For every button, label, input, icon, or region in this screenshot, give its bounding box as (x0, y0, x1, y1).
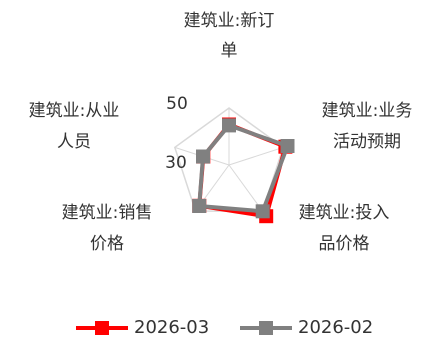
radial-ticks: 30 50 (165, 94, 188, 173)
category-label-line: 建筑业:新订 (184, 11, 275, 31)
axis-labels: 建筑业:新订单建筑业:业务活动预期建筑业:投入品价格建筑业:销售价格建筑业:从业… (29, 11, 413, 254)
category-label-line: 价格 (90, 234, 124, 254)
category-label-line: 建筑业:销售 (62, 203, 153, 223)
legend-label: 2026-02 (298, 317, 373, 338)
radar-spoke (228, 164, 263, 212)
category-label-line: 建筑业:投入 (299, 203, 390, 223)
category-label-line: 人员 (57, 132, 91, 152)
series-line (197, 122, 288, 219)
category-label-line: 建筑业:从业 (29, 101, 120, 121)
category-label-line: 品价格 (319, 234, 370, 254)
legend-marker (95, 321, 109, 335)
category-label-line: 单 (221, 41, 238, 61)
data-point (222, 118, 236, 133)
category-label: 建筑业:新订单 (184, 11, 275, 61)
radar-series (192, 117, 295, 224)
legend-label: 2026-03 (134, 317, 209, 338)
data-point (196, 149, 210, 164)
series-line (197, 123, 290, 214)
legend: 2026-03 2026-02 (76, 317, 373, 338)
data-point (280, 139, 295, 153)
data-point (192, 199, 207, 213)
radar-spoke (228, 146, 284, 166)
data-point (255, 204, 270, 219)
radial-tick-label: 30 (165, 153, 187, 173)
series-2026-02 (192, 118, 295, 219)
radial-tick-label: 50 (166, 94, 188, 114)
category-label-line: 建筑业:业务 (322, 101, 413, 121)
legend-item: 2026-02 (240, 317, 373, 338)
legend-item: 2026-03 (76, 317, 209, 338)
category-label-line: 活动预期 (333, 132, 401, 152)
legend-marker (259, 321, 273, 335)
